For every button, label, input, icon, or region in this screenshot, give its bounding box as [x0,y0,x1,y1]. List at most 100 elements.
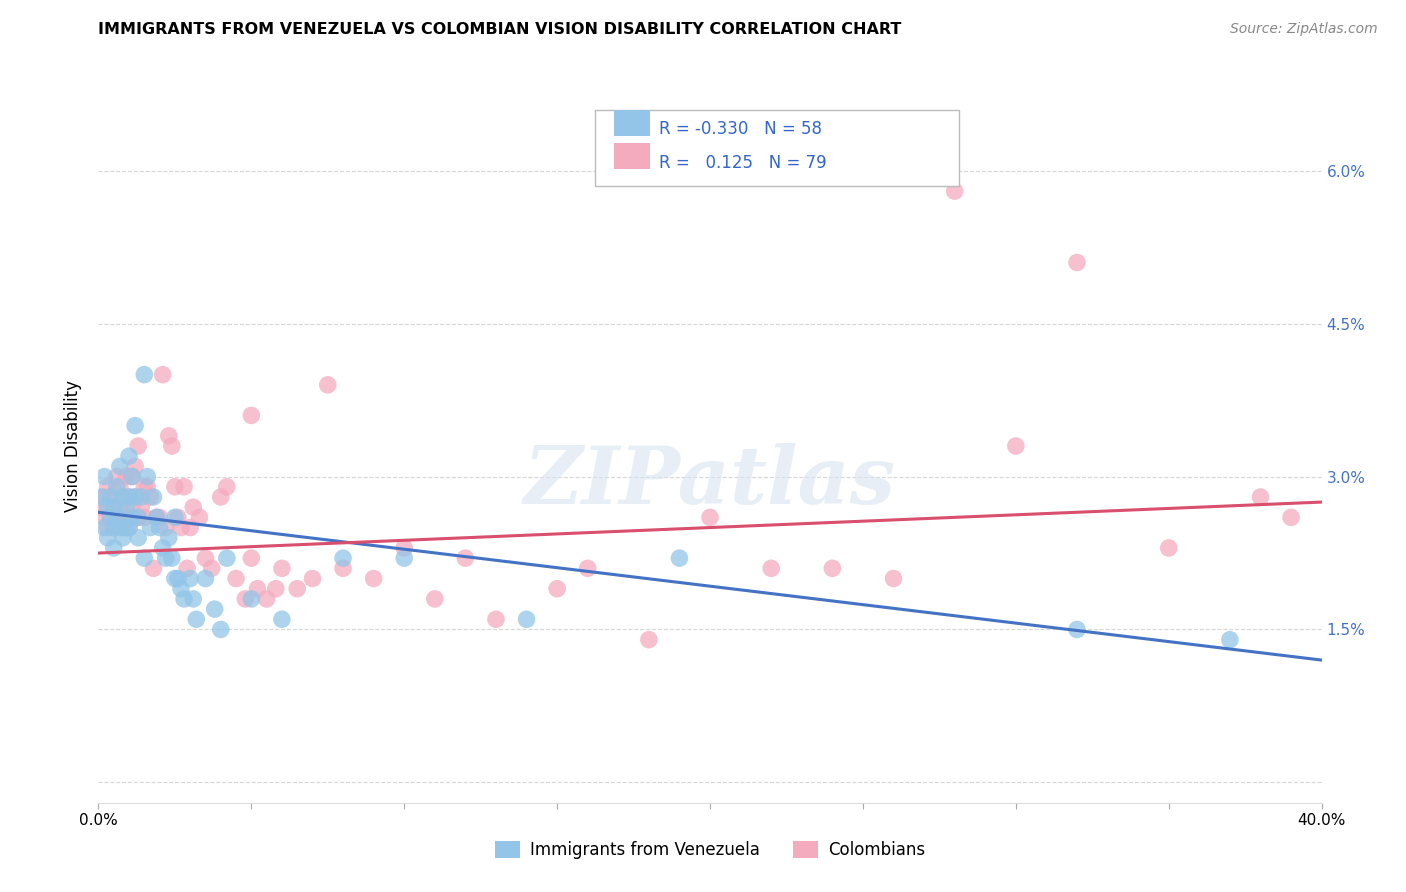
Point [576,561,599,575]
Point [142,561,165,575]
Point [240,409,263,423]
Point [256,591,278,606]
Point [1066,623,1088,637]
Point [90,490,112,504]
Point [1249,490,1271,504]
Point [233,591,256,606]
Text: IMMIGRANTS FROM VENEZUELA VS COLOMBIAN VISION DISABILITY CORRELATION CHART: IMMIGRANTS FROM VENEZUELA VS COLOMBIAN V… [98,22,901,37]
Point [194,572,217,586]
Point [155,551,177,566]
Point [105,469,128,483]
Point [97,500,120,515]
Point [170,520,193,534]
Point [149,520,172,534]
Point [240,551,263,566]
Point [179,572,201,586]
Point [100,490,122,504]
Point [111,490,134,504]
Point [105,480,128,494]
Point [105,510,128,524]
Point [485,612,508,626]
Text: Source: ZipAtlas.com: Source: ZipAtlas.com [1230,22,1378,37]
Point [163,510,186,524]
Point [152,368,174,382]
Point [103,541,125,555]
Point [883,572,905,586]
Point [392,541,416,555]
Point [301,572,323,586]
Point [270,612,292,626]
Point [127,510,149,524]
Point [1279,510,1302,524]
Point [1066,255,1088,269]
Point [134,510,156,524]
Point [160,439,183,453]
Point [163,572,186,586]
Point [93,510,115,524]
Point [332,551,354,566]
Point [264,582,287,596]
Point [170,582,193,596]
Point [145,510,167,524]
Point [186,612,208,626]
Point [121,469,143,483]
Point [129,500,152,515]
Point [121,500,143,515]
Point [103,520,125,534]
Point [392,551,416,566]
Point [188,510,211,524]
Point [179,520,201,534]
Point [173,480,195,494]
Point [163,480,186,494]
Point [108,500,131,515]
Point [111,531,134,545]
Point [103,500,125,515]
Point [121,510,143,524]
Point [97,520,120,534]
Point [149,510,172,524]
Point [136,469,159,483]
Point [240,591,263,606]
Point [127,439,149,453]
Point [105,510,128,524]
Point [108,520,131,534]
Point [115,500,138,515]
Point [115,510,138,524]
Point [160,551,183,566]
Point [108,459,131,474]
Point [167,572,190,586]
Point [93,469,115,483]
Point [285,582,308,596]
Point [194,551,217,566]
Point [204,602,226,616]
Point [209,490,232,504]
Point [124,490,146,504]
Point [97,531,120,545]
Point [270,561,292,575]
Point [246,582,269,596]
Point [136,480,159,494]
Point [176,561,198,575]
Point [142,490,165,504]
Point [157,531,180,545]
Point [108,480,131,494]
Point [93,520,115,534]
Point [100,510,122,524]
Point [152,541,174,555]
Point [173,591,195,606]
Point [127,510,149,524]
Point [124,490,146,504]
Point [316,377,339,392]
Point [516,612,538,626]
Point [93,490,115,504]
Text: ZIPatlas: ZIPatlas [524,443,896,520]
Point [118,490,141,504]
Point [1219,632,1241,647]
Point [209,623,232,637]
Point [139,490,162,504]
Point [127,531,149,545]
Point [637,632,661,647]
Point [134,368,156,382]
Point [139,520,162,534]
Point [423,591,446,606]
